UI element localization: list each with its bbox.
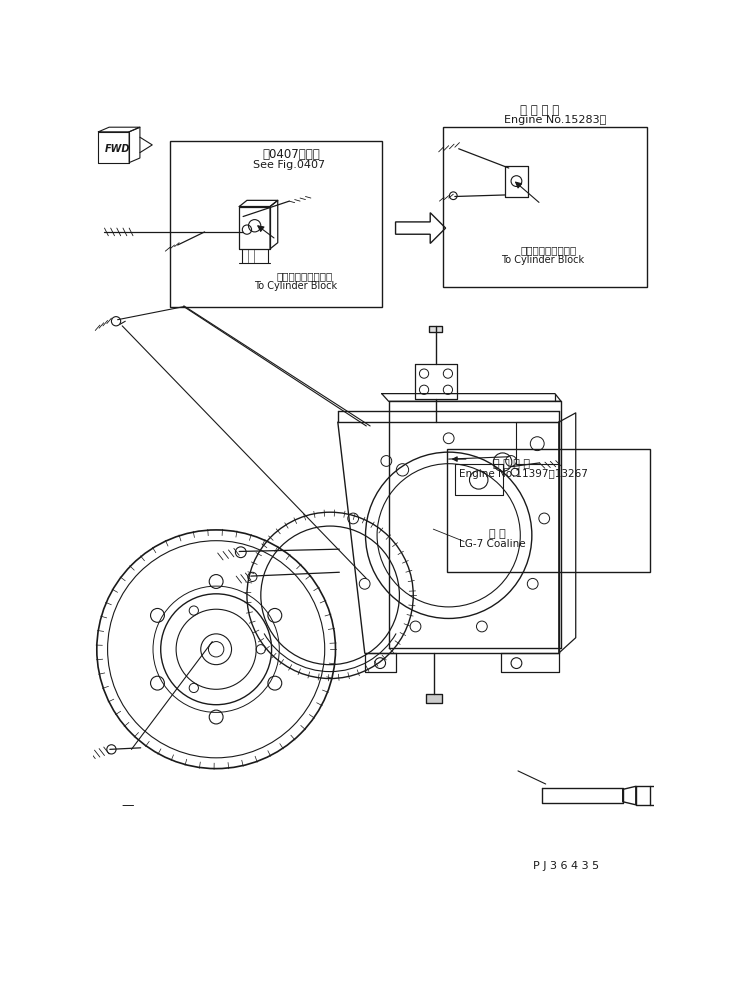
Text: To Cylinder Block: To Cylinder Block (501, 256, 584, 265)
Text: 適 用 号 機: 適 用 号 機 (520, 104, 558, 117)
Bar (443, 127, 647, 287)
Bar (447, 449, 650, 572)
Polygon shape (426, 694, 442, 703)
Bar (170, 141, 382, 307)
Polygon shape (429, 325, 442, 332)
Text: 塗 布: 塗 布 (489, 529, 506, 539)
Text: 適 用 号 機: 適 用 号 機 (494, 459, 530, 470)
Text: See Fig.0407: See Fig.0407 (253, 160, 325, 170)
Text: 第0407図参照: 第0407図参照 (262, 148, 321, 161)
Text: FWD: FWD (105, 144, 130, 153)
Text: シリンダブロックへ: シリンダブロックへ (521, 246, 577, 256)
Text: P J 3 6 4 3 5: P J 3 6 4 3 5 (533, 861, 599, 871)
Text: —: — (121, 799, 134, 812)
Text: To Cylinder Block: To Cylinder Block (254, 281, 337, 291)
Text: LG-7 Coaline: LG-7 Coaline (459, 539, 526, 549)
Polygon shape (396, 212, 445, 244)
Text: シリンダブロックへ: シリンダブロックへ (276, 270, 333, 281)
Text: Engine No.11397～13267: Engine No.11397～13267 (459, 470, 588, 480)
Text: Engine No.15283～: Engine No.15283～ (504, 115, 607, 125)
